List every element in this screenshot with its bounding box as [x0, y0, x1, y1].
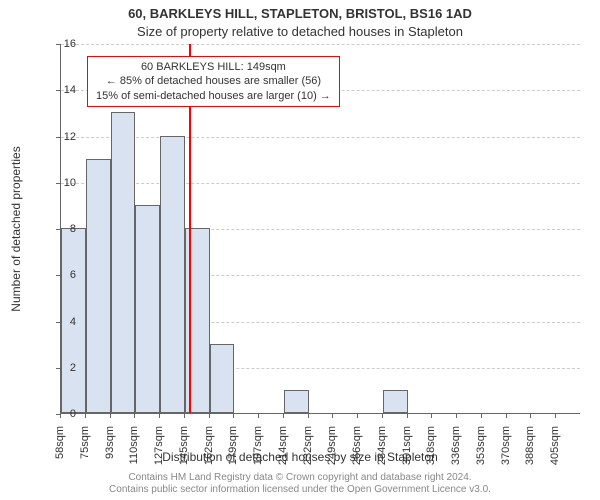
y-tick-label: 10 — [46, 177, 76, 189]
x-tick-mark — [60, 414, 61, 418]
x-tick-label: 249sqm — [326, 426, 338, 471]
x-tick-mark — [382, 414, 383, 418]
x-tick-mark — [184, 414, 185, 418]
annotation-line-1: 60 BARKLEYS HILL: 149sqm — [96, 60, 331, 74]
y-tick-mark — [56, 229, 60, 230]
x-tick-mark — [332, 414, 333, 418]
x-tick-mark — [407, 414, 408, 418]
x-tick-mark — [134, 414, 135, 418]
y-tick-label: 8 — [46, 223, 76, 235]
x-tick-label: 370sqm — [500, 426, 512, 471]
x-tick-mark — [85, 414, 86, 418]
y-tick-mark — [56, 137, 60, 138]
histogram-bar — [383, 390, 408, 413]
x-tick-mark — [431, 414, 432, 418]
histogram-bar — [135, 205, 160, 413]
histogram-bar — [111, 112, 136, 413]
x-tick-label: 405sqm — [549, 426, 561, 471]
y-tick-mark — [56, 322, 60, 323]
chart-container: 60, BARKLEYS HILL, STAPLETON, BRISTOL, B… — [0, 0, 600, 500]
x-tick-mark — [357, 414, 358, 418]
footer-line-1: Contains HM Land Registry data © Crown c… — [0, 472, 600, 484]
x-tick-label: 353sqm — [475, 426, 487, 471]
x-tick-mark — [555, 414, 556, 418]
x-tick-label: 301sqm — [401, 426, 413, 471]
x-tick-label: 214sqm — [277, 426, 289, 471]
x-tick-label: 179sqm — [227, 426, 239, 471]
x-tick-label: 336sqm — [450, 426, 462, 471]
y-tick-mark — [56, 183, 60, 184]
x-tick-label: 162sqm — [203, 426, 215, 471]
footer-line-2: Contains public sector information licen… — [0, 484, 600, 496]
histogram-bar — [210, 344, 235, 413]
plot-area: 60 BARKLEYS HILL: 149sqm ← 85% of detach… — [60, 44, 580, 414]
y-tick-mark — [56, 44, 60, 45]
y-tick-mark — [56, 275, 60, 276]
x-tick-label: 388sqm — [524, 426, 536, 471]
x-tick-label: 110sqm — [128, 426, 140, 471]
y-tick-mark — [56, 368, 60, 369]
x-tick-label: 58sqm — [54, 426, 66, 471]
histogram-bar — [86, 159, 111, 413]
x-tick-label: 93sqm — [104, 426, 116, 471]
y-tick-label: 14 — [46, 84, 76, 96]
x-tick-label: 145sqm — [178, 426, 190, 471]
y-tick-label: 4 — [46, 316, 76, 328]
x-tick-label: 232sqm — [302, 426, 314, 471]
x-tick-mark — [506, 414, 507, 418]
histogram-bar — [284, 390, 309, 413]
x-tick-mark — [159, 414, 160, 418]
x-tick-mark — [258, 414, 259, 418]
x-tick-mark — [209, 414, 210, 418]
x-tick-label: 284sqm — [376, 426, 388, 471]
x-tick-mark — [456, 414, 457, 418]
x-tick-label: 127sqm — [153, 426, 165, 471]
footer-attribution: Contains HM Land Registry data © Crown c… — [0, 472, 600, 496]
x-tick-mark — [283, 414, 284, 418]
x-tick-label: 266sqm — [351, 426, 363, 471]
y-tick-label: 16 — [46, 38, 76, 50]
x-tick-label: 197sqm — [252, 426, 264, 471]
annotation-box: 60 BARKLEYS HILL: 149sqm ← 85% of detach… — [87, 56, 340, 107]
y-tick-label: 2 — [46, 362, 76, 374]
x-tick-mark — [233, 414, 234, 418]
y-tick-label: 12 — [46, 131, 76, 143]
x-tick-label: 75sqm — [79, 426, 91, 471]
x-tick-mark — [481, 414, 482, 418]
x-axis-label: Distribution of detached houses by size … — [0, 450, 600, 464]
annotation-line-3: 15% of semi-detached houses are larger (… — [96, 89, 331, 103]
y-tick-label: 0 — [46, 408, 76, 420]
chart-subtitle: Size of property relative to detached ho… — [0, 24, 600, 39]
y-tick-label: 6 — [46, 269, 76, 281]
y-axis-label: Number of detached properties — [9, 146, 23, 311]
x-tick-mark — [530, 414, 531, 418]
chart-title: 60, BARKLEYS HILL, STAPLETON, BRISTOL, B… — [0, 6, 600, 21]
x-tick-mark — [308, 414, 309, 418]
annotation-line-2: ← 85% of detached houses are smaller (56… — [96, 74, 331, 88]
histogram-bar — [160, 136, 185, 414]
x-tick-mark — [110, 414, 111, 418]
y-tick-mark — [56, 90, 60, 91]
x-tick-label: 318sqm — [425, 426, 437, 471]
